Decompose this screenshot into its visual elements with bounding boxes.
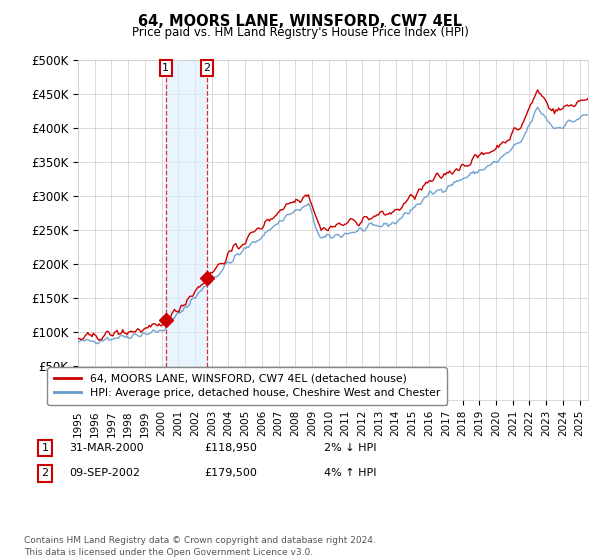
Text: £179,500: £179,500 xyxy=(204,468,257,478)
Text: 1: 1 xyxy=(41,443,49,453)
Legend: 64, MOORS LANE, WINSFORD, CW7 4EL (detached house), HPI: Average price, detached: 64, MOORS LANE, WINSFORD, CW7 4EL (detac… xyxy=(47,367,446,405)
Text: 09-SEP-2002: 09-SEP-2002 xyxy=(69,468,140,478)
Text: 31-MAR-2000: 31-MAR-2000 xyxy=(69,443,143,453)
Text: 2: 2 xyxy=(203,63,211,73)
Text: Price paid vs. HM Land Registry's House Price Index (HPI): Price paid vs. HM Land Registry's House … xyxy=(131,26,469,39)
Text: Contains HM Land Registry data © Crown copyright and database right 2024.
This d: Contains HM Land Registry data © Crown c… xyxy=(24,536,376,557)
Text: 2: 2 xyxy=(41,468,49,478)
Text: 64, MOORS LANE, WINSFORD, CW7 4EL: 64, MOORS LANE, WINSFORD, CW7 4EL xyxy=(138,14,462,29)
Text: £118,950: £118,950 xyxy=(204,443,257,453)
Text: 2% ↓ HPI: 2% ↓ HPI xyxy=(324,443,377,453)
Bar xyxy=(166,60,207,400)
Text: 1: 1 xyxy=(162,63,169,73)
Text: 4% ↑ HPI: 4% ↑ HPI xyxy=(324,468,377,478)
